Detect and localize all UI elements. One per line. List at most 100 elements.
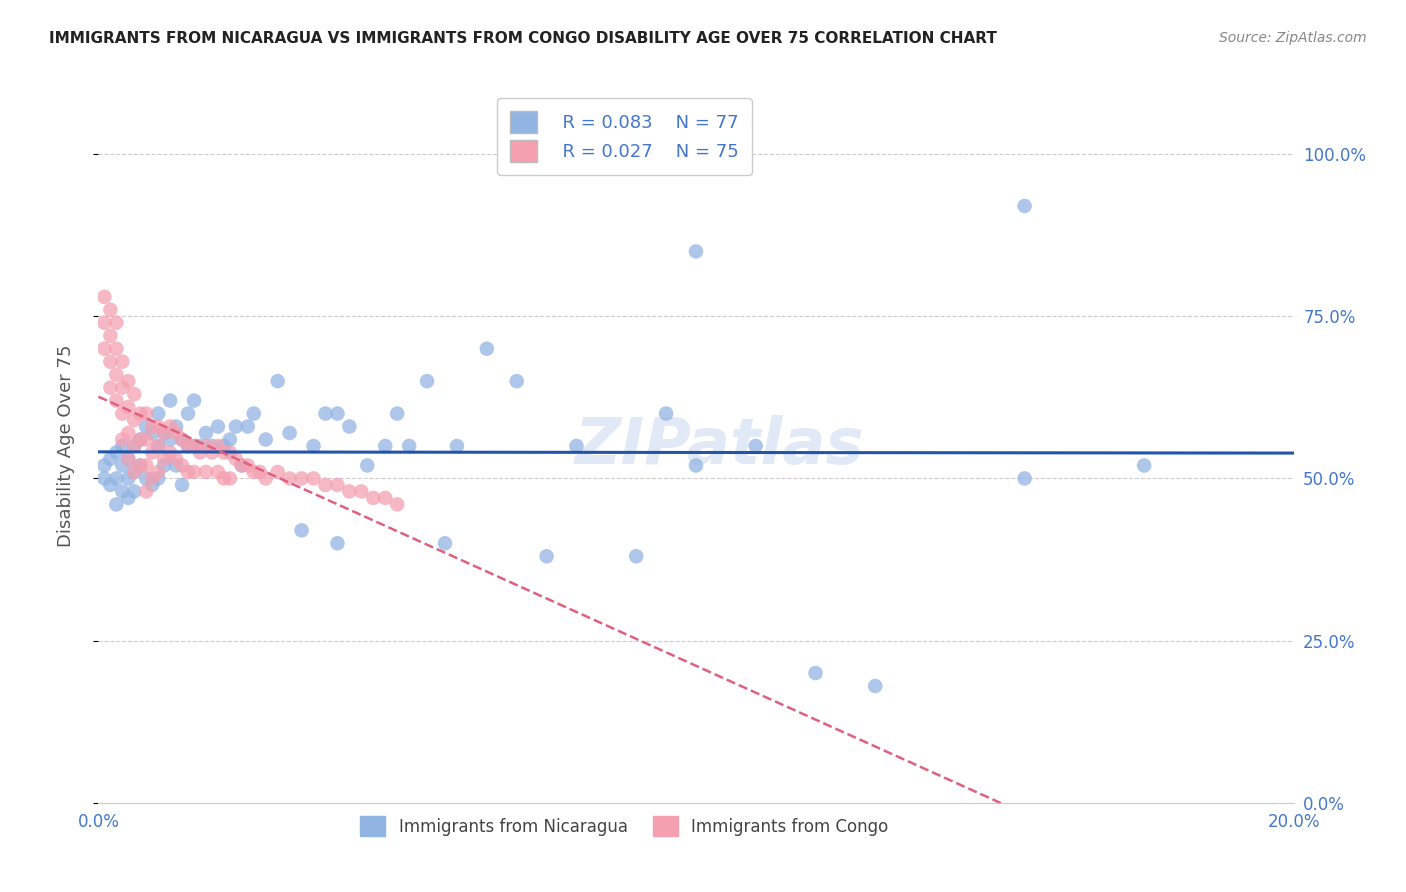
Point [212,439,235,453]
Point [129,458,152,473]
Legend: Immigrants from Nicaragua, Immigrants from Congo: Immigrants from Nicaragua, Immigrants fr… [349,805,900,848]
Point [93,458,115,473]
Point [243,407,266,421]
Point [111,354,134,368]
Point [212,445,235,459]
Point [254,433,277,447]
Point [195,425,218,440]
Point [165,425,187,440]
Point [141,425,163,440]
Point [278,471,301,485]
Point [111,433,134,447]
Point [117,452,139,467]
Point [207,465,229,479]
Point [188,445,211,459]
Y-axis label: Disability Age Over 75: Disability Age Over 75 [56,344,75,548]
Point [416,374,439,388]
Point [195,439,218,453]
Point [315,478,337,492]
Point [98,452,122,467]
Point [159,419,181,434]
Point [236,419,259,434]
Point [506,374,529,388]
Point [236,458,259,473]
Point [148,419,170,434]
Point [249,465,271,479]
Point [135,471,157,485]
Point [302,439,325,453]
Point [105,471,128,485]
Point [165,419,187,434]
Point [446,439,468,453]
Point [356,458,378,473]
Point [291,471,314,485]
Point [177,439,200,453]
Point [135,433,157,447]
Point [135,407,157,421]
Point [135,458,157,473]
Point [865,679,887,693]
Point [626,549,648,564]
Point [129,458,152,473]
Point [148,465,170,479]
Point [177,465,200,479]
Point [117,374,139,388]
Point [219,433,242,447]
Point [177,439,200,453]
Point [111,407,134,421]
Point [159,433,181,447]
Point [231,458,253,473]
Point [117,400,139,414]
Point [129,433,152,447]
Point [434,536,457,550]
Point [212,471,235,485]
Point [183,439,205,453]
Point [111,439,134,453]
Point [98,354,122,368]
Point [374,491,396,505]
Point [339,419,361,434]
Point [153,425,176,440]
Point [148,439,170,453]
Point [183,465,205,479]
Point [243,465,266,479]
Point [124,465,146,479]
Point [105,393,128,408]
Point [111,381,134,395]
Point [374,439,396,453]
Point [804,666,827,681]
Point [129,433,152,447]
Point [225,452,247,467]
Point [207,419,229,434]
Point [398,439,420,453]
Point [135,484,157,499]
Point [165,452,187,467]
Point [105,368,128,382]
Point [165,458,187,473]
Point [141,478,163,492]
Point [141,471,163,485]
Point [339,484,361,499]
Point [135,419,157,434]
Point [93,471,115,485]
Point [291,524,314,538]
Point [177,407,200,421]
Point [267,465,290,479]
Point [302,471,325,485]
Point [141,445,163,459]
Point [159,393,181,408]
Text: Source: ZipAtlas.com: Source: ZipAtlas.com [1219,31,1367,45]
Point [105,316,128,330]
Point [153,425,176,440]
Point [475,342,498,356]
Point [183,439,205,453]
Point [98,381,122,395]
Point [124,413,146,427]
Point [385,407,409,421]
Point [98,302,122,317]
Point [172,478,194,492]
Point [350,484,373,499]
Point [117,471,139,485]
Point [267,374,290,388]
Point [685,458,707,473]
